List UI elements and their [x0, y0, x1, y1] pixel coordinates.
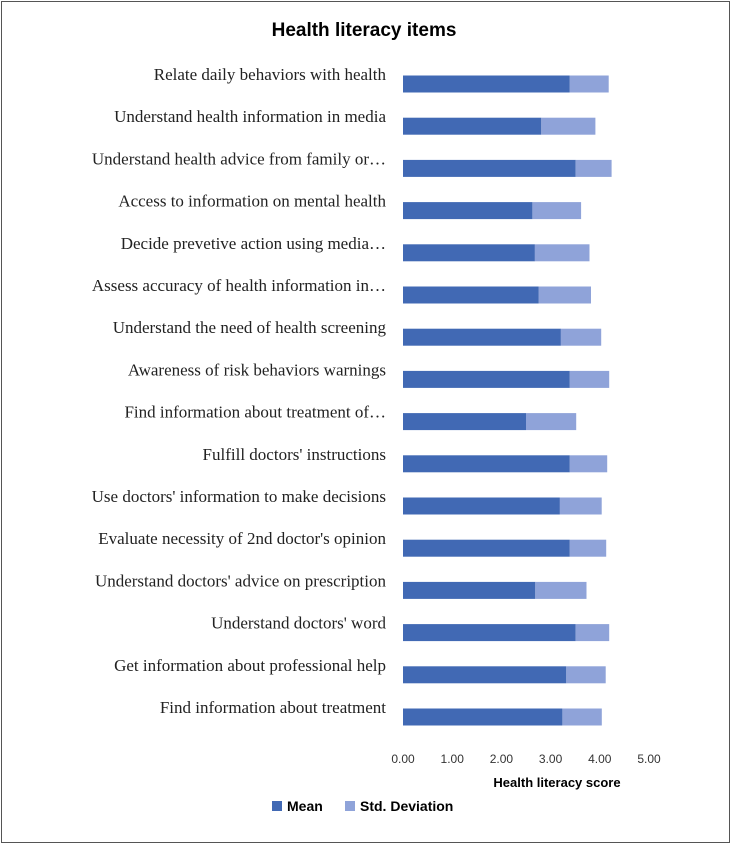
legend-label-mean: Mean — [287, 798, 323, 814]
bar-mean — [403, 539, 570, 557]
category-label: Understand doctors' word — [211, 614, 386, 633]
category-labels: Relate daily behaviors with health Unders… — [92, 65, 387, 717]
x-tick-label: 0.00 — [391, 752, 415, 766]
bar-std-deviation — [559, 497, 602, 515]
legend-label-std-deviation: Std. Deviation — [360, 798, 453, 814]
category-label: Fulfill doctors' instructions — [203, 445, 386, 464]
category-label: Use doctors' information to make decisio… — [92, 487, 386, 506]
bar-std-deviation — [569, 455, 608, 473]
category-label: Understand health advice from family or… — [92, 149, 386, 168]
bars — [403, 75, 612, 726]
bar-mean — [403, 413, 526, 431]
category-label: Decide prevetive action using media… — [121, 234, 386, 253]
bar-mean — [403, 244, 535, 262]
bar-std-deviation — [569, 539, 607, 557]
bar-mean — [403, 666, 567, 684]
category-label: Assess accuracy of health information in… — [92, 276, 386, 295]
x-axis-ticks: 0.00 1.00 2.00 3.00 4.00 5.00 — [391, 752, 661, 766]
bar-std-deviation — [560, 328, 602, 346]
bar-mean — [403, 202, 533, 220]
bar-std-deviation — [534, 244, 590, 262]
bar-std-deviation — [541, 117, 596, 135]
bar-std-deviation — [569, 75, 609, 93]
category-label: Understand doctors' advice on prescripti… — [95, 571, 387, 590]
x-axis-title: Health literacy score — [493, 775, 620, 790]
bar-mean — [403, 286, 539, 304]
category-label: Understand the need of health screening — [113, 318, 387, 337]
category-label: Understand health information in media — [114, 107, 386, 126]
bar-mean — [403, 328, 561, 346]
category-label: Relate daily behaviors with health — [154, 65, 387, 84]
bar-std-deviation — [535, 581, 587, 599]
category-label: Evaluate necessity of 2nd doctor's opini… — [98, 529, 386, 548]
bar-mean — [403, 75, 570, 93]
bar-std-deviation — [532, 202, 582, 220]
legend-swatch-std-deviation — [345, 801, 355, 811]
legend: Mean Std. Deviation — [272, 798, 453, 814]
category-label: Find information about treatment of… — [124, 403, 386, 422]
x-tick-label: 1.00 — [441, 752, 465, 766]
legend-swatch-mean — [272, 801, 282, 811]
bar-mean — [403, 117, 542, 135]
bar-std-deviation — [566, 666, 606, 684]
category-label: Get information about professional help — [114, 656, 386, 675]
x-tick-label: 3.00 — [539, 752, 563, 766]
category-label: Access to information on mental health — [118, 192, 386, 211]
bar-mean — [403, 708, 563, 726]
bar-std-deviation — [562, 708, 602, 726]
bar-mean — [403, 497, 560, 515]
bar-std-deviation — [575, 159, 612, 177]
bar-mean — [403, 624, 576, 642]
chart-title: Health literacy items — [272, 20, 457, 41]
category-label: Awareness of risk behaviors warnings — [128, 360, 386, 379]
bar-std-deviation — [526, 413, 577, 431]
bar-mean — [403, 581, 536, 599]
x-tick-label: 5.00 — [637, 752, 661, 766]
bar-mean — [403, 455, 570, 473]
category-label: Find information about treatment — [160, 698, 386, 717]
bar-std-deviation — [538, 286, 591, 304]
bar-std-deviation — [575, 624, 610, 642]
x-tick-label: 4.00 — [588, 752, 612, 766]
x-tick-label: 2.00 — [490, 752, 514, 766]
bar-std-deviation — [569, 370, 610, 388]
bar-mean — [403, 159, 576, 177]
bar-mean — [403, 370, 570, 388]
